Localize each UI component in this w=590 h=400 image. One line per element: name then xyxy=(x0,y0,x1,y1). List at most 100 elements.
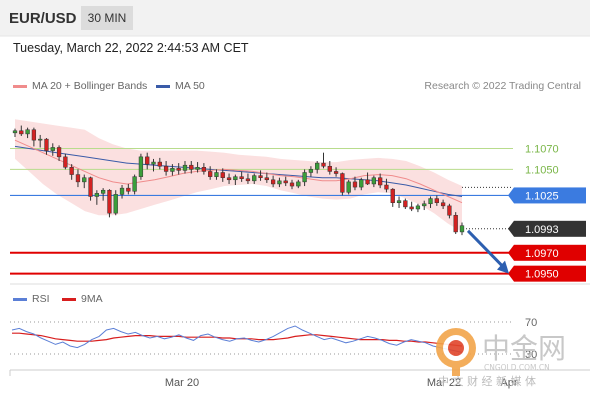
candle-body xyxy=(25,129,30,135)
candle-body xyxy=(220,172,225,178)
candle xyxy=(447,203,452,219)
bollinger-band xyxy=(15,119,462,232)
candle-body xyxy=(44,138,49,151)
candle-body xyxy=(101,189,106,194)
candle xyxy=(302,169,307,187)
candle-body xyxy=(113,194,118,214)
candle-body xyxy=(19,130,24,135)
cngold-watermark: 中金网 CNGOLD.COM.CN 中 文 财 经 新 媒 体 xyxy=(436,328,566,388)
pivot-label: 1.1025 xyxy=(525,190,559,202)
candle xyxy=(327,161,332,175)
legend-rsi-ma-label: 9MA xyxy=(81,293,103,305)
support-tag xyxy=(514,244,586,261)
legend-ma20-label: MA 20 + Bollinger Bands xyxy=(32,80,148,92)
candle xyxy=(277,177,282,188)
support-tag xyxy=(514,265,586,282)
candle xyxy=(384,178,389,193)
current-price-label: 1.0993 xyxy=(525,224,559,236)
candle-body xyxy=(283,180,288,184)
candle xyxy=(163,161,169,176)
candle xyxy=(378,173,383,189)
candle xyxy=(258,170,263,181)
candle xyxy=(220,168,225,182)
cngold-logo-icon xyxy=(436,328,476,376)
candle xyxy=(201,163,207,175)
pivot-tag xyxy=(514,187,586,204)
candle xyxy=(145,152,150,170)
candle xyxy=(233,174,238,186)
candle xyxy=(56,145,62,162)
candle xyxy=(283,176,288,187)
candle-body xyxy=(296,181,301,187)
rsi-ma-line xyxy=(12,332,463,347)
candle xyxy=(365,172,370,186)
candle xyxy=(459,222,465,236)
candle-body xyxy=(132,176,137,192)
watermark-tagline: 中 文 财 经 新 媒 体 xyxy=(438,374,536,388)
candle xyxy=(82,174,87,189)
candle-body xyxy=(434,198,439,203)
candle xyxy=(214,169,219,180)
candle xyxy=(38,134,43,148)
candle xyxy=(252,173,257,184)
ma50-swatch xyxy=(156,84,170,88)
candle-body xyxy=(12,130,18,134)
candle-body xyxy=(226,177,232,181)
support-tag-tip xyxy=(508,265,514,282)
candle xyxy=(126,183,131,195)
candle-body xyxy=(415,205,421,210)
candle-body xyxy=(264,177,269,181)
candle xyxy=(289,179,295,190)
current-price-marker: 1.0993 xyxy=(466,220,586,237)
resistance-label: 1.1050 xyxy=(525,164,559,176)
candle xyxy=(88,176,93,201)
candle-body xyxy=(56,147,62,158)
candle-body xyxy=(403,200,408,208)
candle xyxy=(296,179,301,189)
candle xyxy=(157,157,162,170)
watermark-title: 中金网 xyxy=(482,332,566,365)
legend-rsi-ma: 9MA xyxy=(62,293,103,305)
candle xyxy=(195,162,200,173)
timeframe-button[interactable]: 30 MIN xyxy=(81,6,133,30)
timestamp: Tuesday, March 22, 2022 2:44:53 AM CET xyxy=(13,41,249,55)
candle xyxy=(189,161,194,174)
candle xyxy=(428,196,433,208)
watermark-url: CNGOLD.COM.CN xyxy=(484,363,550,372)
candle-body xyxy=(75,174,81,183)
candle-body xyxy=(340,173,345,193)
support-tag-tip xyxy=(508,244,514,261)
candle-body xyxy=(252,175,257,182)
candle-body xyxy=(214,172,219,177)
current-price-tag-tip xyxy=(508,220,514,237)
candle-body xyxy=(352,181,358,188)
candle xyxy=(333,167,339,177)
forecast-arrow-head xyxy=(497,260,509,274)
candle-body xyxy=(119,187,125,195)
candle-body xyxy=(327,165,332,172)
candle xyxy=(453,212,458,235)
candle-body xyxy=(422,203,427,207)
candle xyxy=(390,188,395,207)
candle xyxy=(440,199,446,209)
candle-body xyxy=(82,177,87,183)
candle-body xyxy=(270,179,276,185)
forecast-arrow-shaft xyxy=(466,229,505,268)
candle xyxy=(208,166,213,180)
candle-body xyxy=(208,171,213,177)
candle-body xyxy=(390,188,395,203)
candle xyxy=(19,125,24,136)
candle xyxy=(321,152,326,169)
candle-body xyxy=(359,179,364,188)
candle-body xyxy=(195,167,200,170)
legend-rsi-label: RSI xyxy=(32,293,50,305)
candle-body xyxy=(94,193,99,197)
rsi-swatch xyxy=(13,297,27,301)
candle-body xyxy=(396,200,402,203)
candle-body xyxy=(145,156,150,165)
support-label: 1.0950 xyxy=(525,269,559,281)
instrument-title: EUR/USD xyxy=(9,10,77,27)
candle xyxy=(352,176,358,191)
candle xyxy=(239,171,244,182)
